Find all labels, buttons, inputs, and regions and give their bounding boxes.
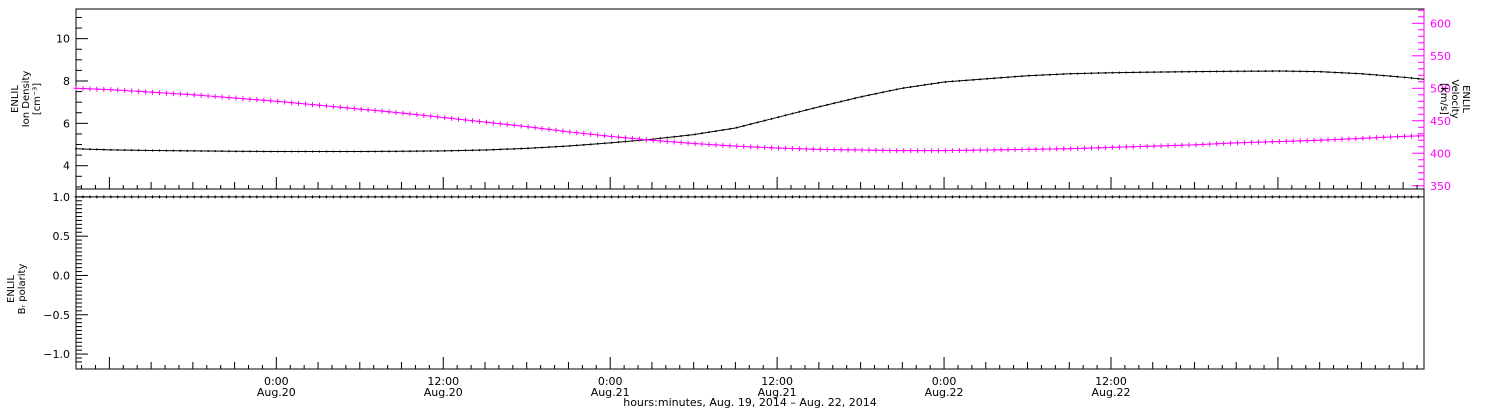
y-bottom-tick-label: −1.0 — [43, 348, 70, 361]
y-right-tick-label: 400 — [1430, 147, 1451, 160]
polarity-series-markers — [74, 195, 1420, 199]
y-right-tick-label: 600 — [1430, 17, 1451, 30]
x-axis-title: hours:minutes, Aug. 19, 2014 – Aug. 22, … — [623, 396, 877, 409]
y-left-tick-label: 4 — [63, 160, 70, 173]
y-bottom-axis-label: ENLILBᵣ polarity — [6, 264, 28, 315]
x-tick-label-date: Aug.21 — [591, 386, 630, 399]
bottom-panel-frame — [75, 188, 1425, 370]
y-bottom-axis-label-line: Bᵣ polarity — [17, 264, 28, 315]
y-left-axis-label-line: [cm⁻³] — [32, 83, 43, 115]
velocity-series-line — [75, 87, 1425, 152]
x-tick-label-time: 0:00 — [598, 375, 623, 388]
x-tick-label-date: Aug.22 — [1092, 386, 1131, 399]
y-bottom-tick-label: 0.0 — [53, 269, 71, 282]
y-bottom-axis-label-line: ENLIL — [6, 275, 17, 303]
x-tick-label-time: 12:00 — [761, 375, 793, 388]
x-tick-label-time: 0:00 — [932, 375, 957, 388]
x-tick-label-date: Aug.22 — [925, 386, 964, 399]
y-right-tick-label: 450 — [1430, 115, 1451, 128]
y-left-axis-label: ENLILIon Density[cm⁻³] — [10, 71, 43, 128]
density-series-line — [75, 70, 1425, 153]
y-left-axis-label-line: ENLIL — [10, 85, 21, 113]
bottom-panel: −1.0 −0.5 0.0 0.5 1.0 ENLILBᵣ polarity — [6, 188, 1425, 370]
y-right-tick-label: 550 — [1430, 50, 1451, 63]
x-tick-label-time: 12:00 — [427, 375, 459, 388]
polarity-series-marker-path — [74, 195, 1420, 199]
x-tick-label-time: 12:00 — [1095, 375, 1127, 388]
y-right-axis-label-line: Velocity — [1449, 79, 1460, 118]
x-tick-label-date: Aug.20 — [257, 386, 296, 399]
y-right-axis-label-line: [km/s] — [1438, 83, 1449, 115]
y-right-tick-label: 350 — [1430, 180, 1451, 193]
y-bottom-tick-label: 1.0 — [53, 191, 71, 204]
y-left-axis-label-line: Ion Density — [21, 71, 32, 128]
x-tick-label-time: 0:00 — [264, 375, 289, 388]
velocity-series-marker-path — [73, 85, 1421, 154]
y-left-tick-label: 8 — [63, 75, 70, 88]
y-left-tick-label: 10 — [56, 33, 70, 46]
y-right-axis-label: ENLILVelocity[km/s] — [1438, 79, 1471, 118]
x-tick-label-date: Aug.21 — [758, 386, 797, 399]
density-series-marker-path — [75, 70, 1420, 153]
y-right-tick-label: 500 — [1430, 82, 1451, 95]
y-left-tick-label: 6 — [63, 117, 70, 130]
y-right-axis-label-line: ENLIL — [1460, 85, 1471, 113]
y-bottom-tick-label: −0.5 — [43, 309, 70, 322]
density-series-markers — [75, 70, 1420, 153]
y-bottom-tick-label: 0.5 — [53, 230, 71, 243]
velocity-series-markers — [73, 85, 1421, 154]
x-axis: 0:00Aug.2012:00Aug.200:00Aug.2112:00Aug.… — [81, 177, 1418, 399]
x-tick-label-date: Aug.20 — [424, 386, 463, 399]
